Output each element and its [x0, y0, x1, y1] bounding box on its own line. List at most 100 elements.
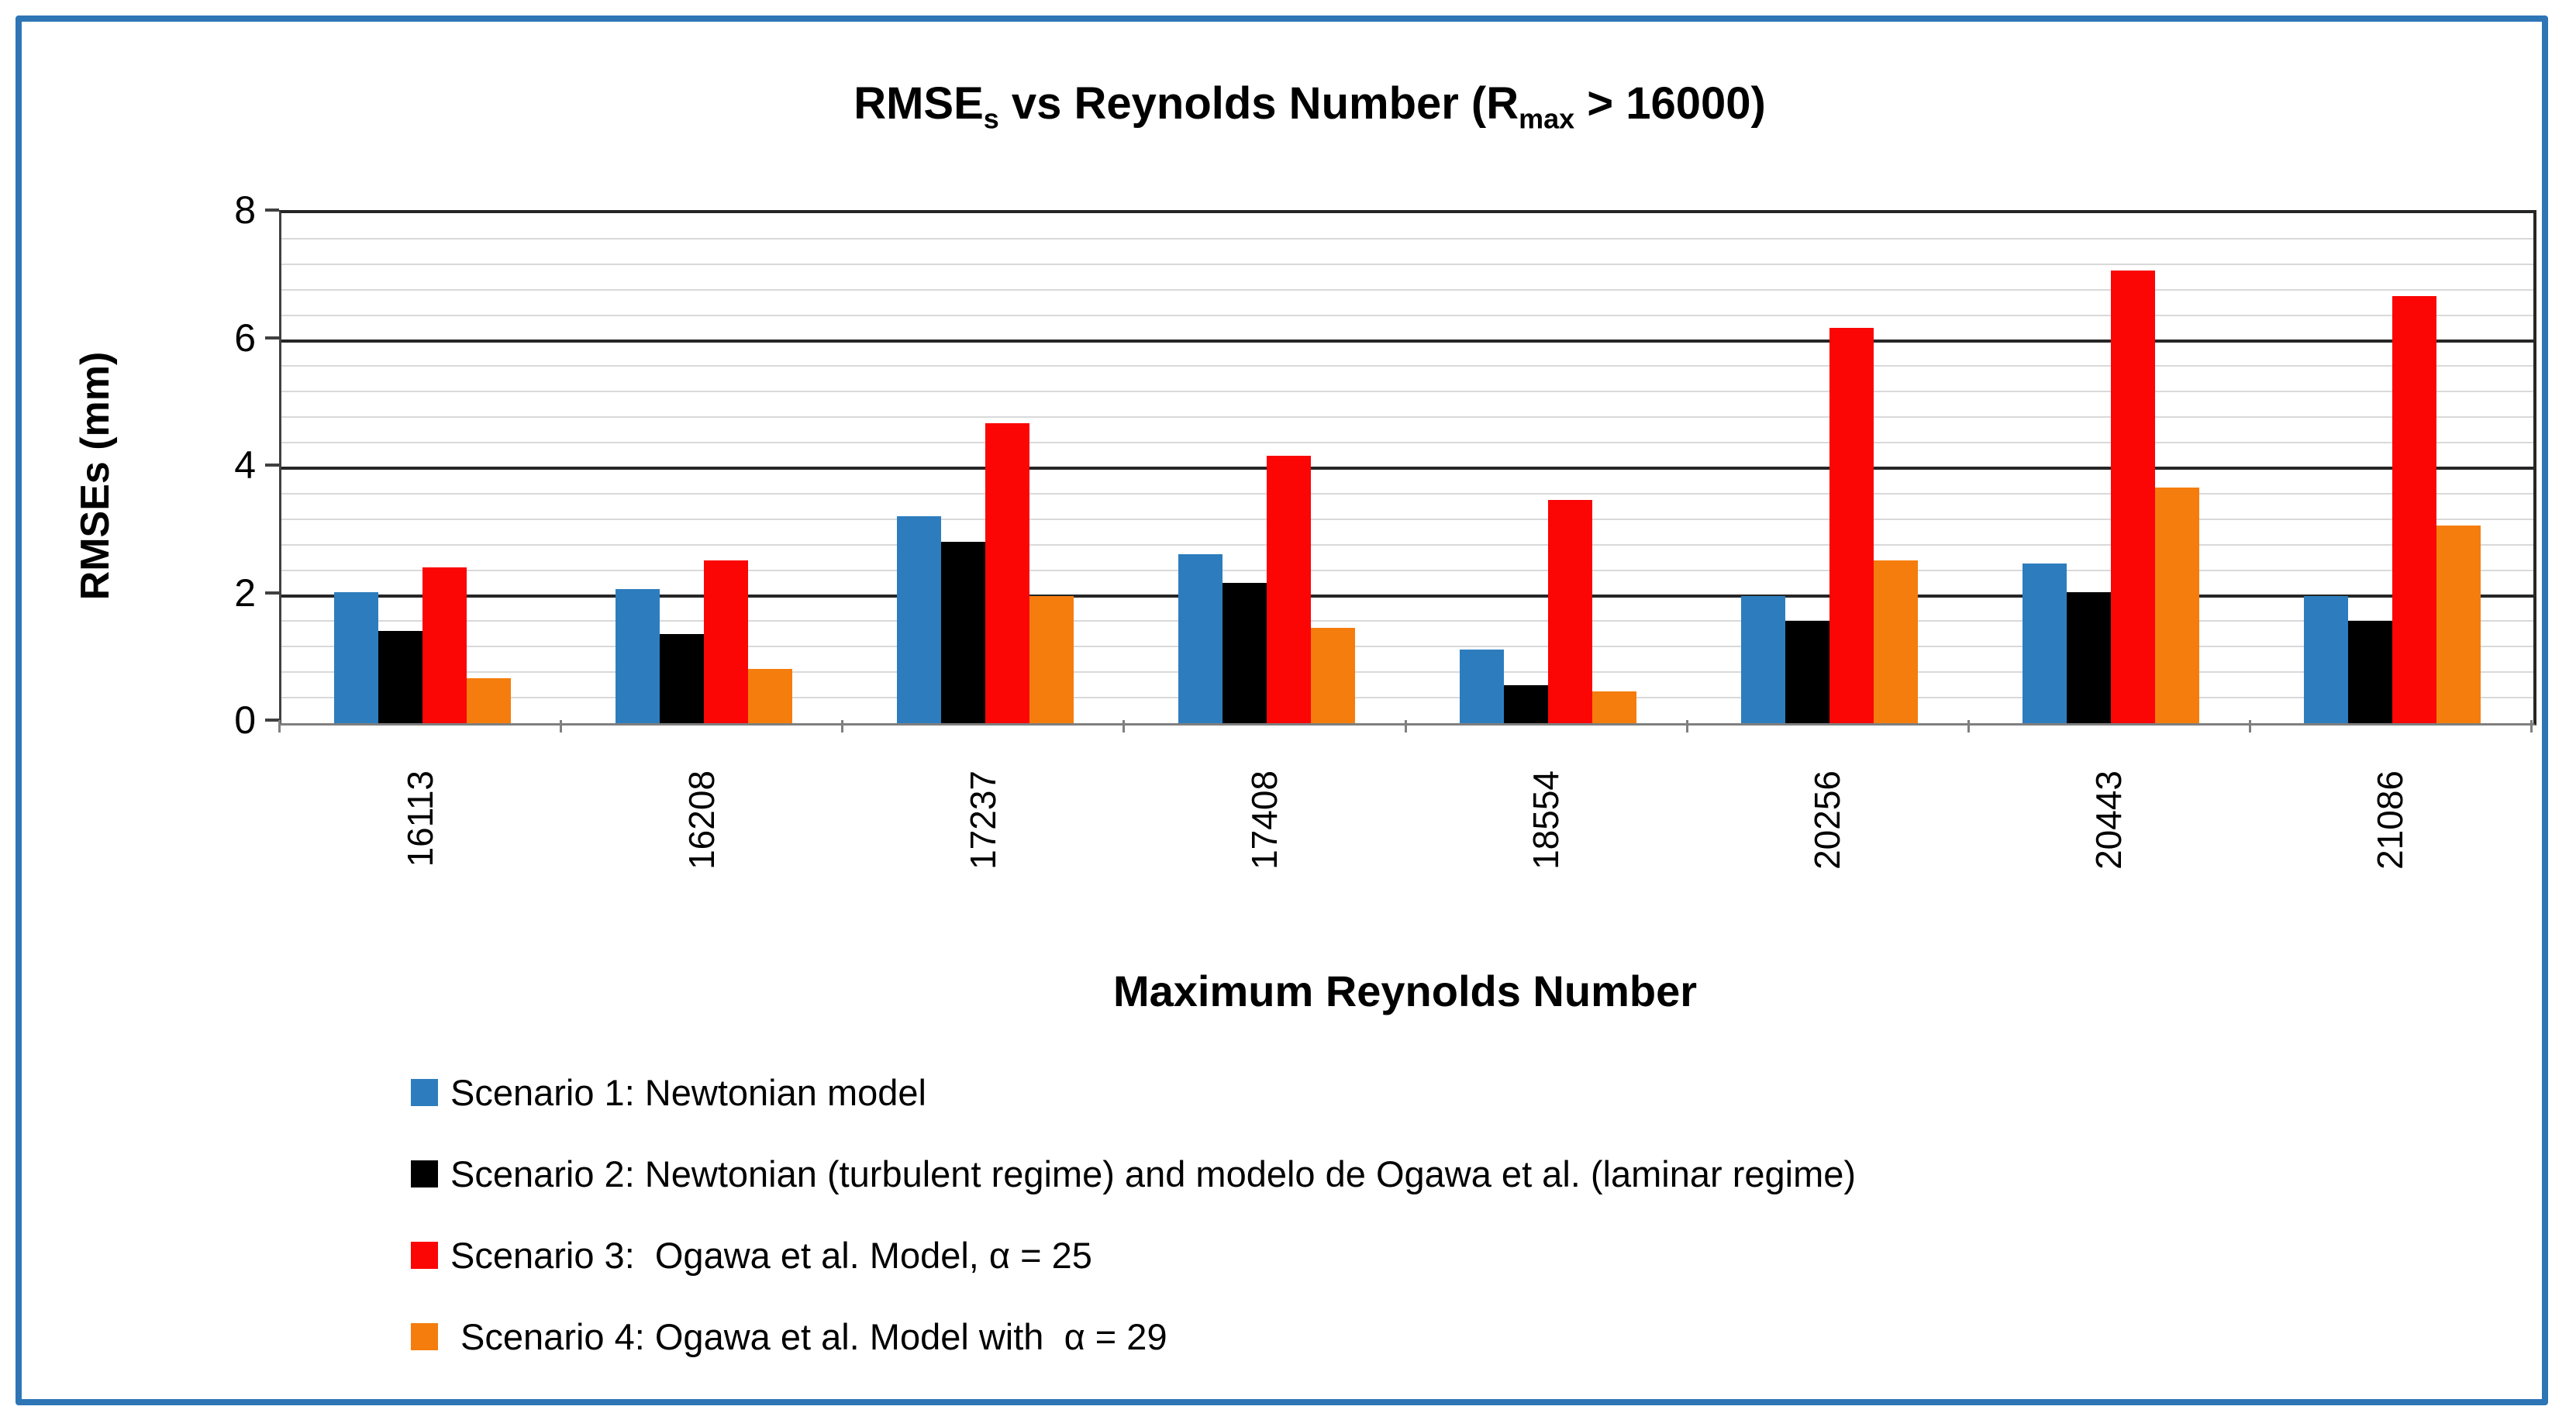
y-tick-label-4: 4: [234, 443, 256, 487]
x-category-label-17237: 17237: [962, 770, 1003, 870]
bar-scenario1-17237: [896, 515, 941, 723]
bar-scenario3-16208: [703, 560, 748, 723]
bars-18554: [1460, 213, 1637, 723]
legend-row-scenario-3: Scenario 3: Ogawa et al. Model, α = 25: [411, 1232, 1856, 1277]
y-tick-label-2: 2: [234, 570, 256, 615]
plot-area: [279, 210, 2536, 726]
chart-frame: RMSEs vs Reynolds Number (Rmax > 16000) …: [16, 16, 2548, 1405]
minor-gridline: [281, 365, 2533, 367]
chart-title: RMSEs vs Reynolds Number (Rmax > 16000): [22, 78, 2576, 136]
minor-gridline: [281, 646, 2533, 648]
bar-scenario2-18554: [1504, 684, 1549, 723]
minor-gridline: [281, 569, 2533, 571]
x-tick-mark: [1967, 720, 1970, 732]
legend-row-scenario-2: Scenario 2: Newtonian (turbulent regime)…: [411, 1151, 1856, 1196]
minor-gridline: [281, 237, 2533, 240]
y-axis-title-text: RMSEs (mm): [73, 351, 118, 601]
bars-17408: [1178, 213, 1355, 723]
bar-scenario4-17237: [1029, 595, 1074, 723]
x-category-label-21086: 21086: [2370, 770, 2411, 870]
major-gridline: [281, 467, 2533, 470]
x-tick-mark: [2248, 720, 2251, 732]
major-gridline: [281, 339, 2533, 343]
bar-scenario4-20443: [2155, 487, 2200, 723]
chart-title-mid: vs Reynolds Number (R: [998, 78, 1519, 129]
bar-scenario1-16113: [333, 592, 378, 723]
bar-group-17408: [1126, 213, 1407, 723]
bar-scenario3-17408: [1266, 455, 1311, 723]
x-category-label-18554: 18554: [1526, 770, 1567, 870]
bars-17237: [896, 213, 1074, 723]
x-category-label-20256: 20256: [1807, 770, 1848, 870]
bar-scenario1-21086: [2304, 595, 2349, 723]
y-tick-mark: [265, 719, 279, 722]
minor-gridline: [281, 391, 2533, 393]
bar-scenario3-16113: [422, 567, 467, 723]
y-tick-mark: [265, 209, 279, 212]
bar-group-21086: [2252, 213, 2533, 723]
bar-group-20443: [1971, 213, 2252, 723]
chart-title-sub-max: max: [1519, 102, 1575, 135]
minor-gridline: [281, 288, 2533, 291]
bar-scenario1-16208: [615, 589, 660, 723]
minor-gridline: [281, 671, 2533, 674]
bar-scenario3-17237: [985, 423, 1029, 723]
bar-scenario1-20443: [2023, 564, 2067, 723]
bar-scenario2-16113: [378, 630, 422, 723]
bars-21086: [2304, 213, 2481, 723]
legend-label-scenario-3: Scenario 3: Ogawa et al. Model, α = 25: [450, 1234, 1092, 1276]
legend-swatch-scenario-4: [411, 1322, 438, 1350]
minor-gridline: [281, 620, 2533, 622]
x-axis-title: Maximum Reynolds Number: [1112, 967, 1698, 1015]
bar-scenario2-20443: [2067, 592, 2112, 723]
major-gridline: [281, 594, 2533, 598]
bar-scenario2-16208: [659, 633, 704, 723]
legend-label-scenario-2: Scenario 2: Newtonian (turbulent regime)…: [450, 1153, 1857, 1194]
legend-label-scenario-1: Scenario 1: Newtonian model: [450, 1071, 926, 1113]
bars-20256: [1741, 213, 1919, 723]
bars-20443: [2023, 213, 2200, 723]
bar-scenario3-20443: [2111, 271, 2156, 723]
bar-scenario2-21086: [2348, 621, 2393, 723]
y-tick-mark: [265, 464, 279, 467]
minor-gridline: [281, 263, 2533, 265]
y-tick-label-8: 8: [234, 188, 256, 232]
bar-group-18554: [1408, 213, 1689, 723]
bar-group-16208: [563, 213, 844, 723]
bar-scenario4-16113: [466, 678, 511, 723]
legend-row-scenario-4: Scenario 4: Ogawa et al. Model with α = …: [411, 1314, 1856, 1359]
legend: Scenario 1: Newtonian model Scenario 2: N…: [411, 1070, 1856, 1395]
y-tick-mark: [265, 591, 279, 595]
minor-gridline: [281, 416, 2533, 419]
legend-swatch-scenario-2: [411, 1160, 438, 1187]
minor-gridline: [281, 543, 2533, 546]
x-tick-mark: [1404, 720, 1407, 732]
y-axis-title: RMSEs (mm): [68, 324, 122, 619]
bar-scenario4-17408: [1310, 627, 1355, 723]
x-tick-mark: [560, 720, 563, 732]
bars-16113: [333, 213, 511, 723]
bar-scenario3-20256: [1829, 328, 1874, 723]
x-category-label-16208: 16208: [681, 770, 722, 870]
x-category-label-17408: 17408: [1243, 770, 1285, 870]
x-tick-mark: [1685, 720, 1688, 732]
bar-scenario1-17408: [1178, 554, 1222, 723]
bar-scenario1-18554: [1460, 650, 1505, 723]
legend-swatch-scenario-1: [411, 1078, 438, 1106]
bars-16208: [615, 213, 792, 723]
minor-gridline: [281, 442, 2533, 444]
bar-scenario4-16208: [747, 669, 792, 723]
chart-title-suffix: > 16000): [1574, 78, 1766, 129]
x-tick-mark: [278, 720, 281, 732]
x-tick-mark: [1122, 720, 1126, 732]
y-tick-mark: [265, 336, 279, 340]
bar-group-16113: [281, 213, 563, 723]
bar-scenario2-17408: [1222, 583, 1267, 723]
y-tick-label-6: 6: [234, 315, 256, 360]
minor-gridline: [281, 518, 2533, 520]
bar-scenario1-20256: [1741, 595, 1786, 723]
legend-row-scenario-1: Scenario 1: Newtonian model: [411, 1070, 1856, 1115]
x-tick-mark: [841, 720, 844, 732]
bar-scenario4-18554: [1592, 691, 1637, 723]
x-category-label-20443: 20443: [2088, 770, 2129, 870]
